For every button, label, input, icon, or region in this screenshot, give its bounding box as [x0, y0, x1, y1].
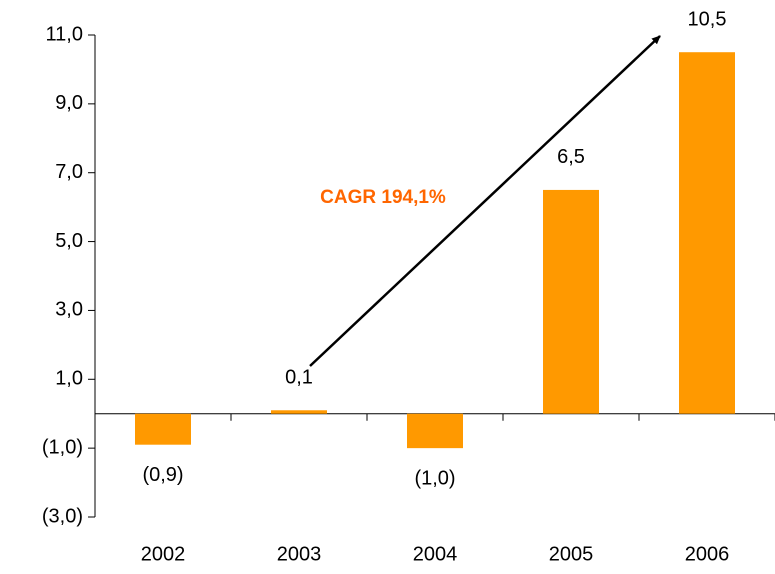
- cagr-annotation: CAGR 194,1%: [320, 187, 446, 208]
- y-tick-label: 7,0: [55, 161, 83, 183]
- bar: [271, 410, 327, 414]
- x-tick-label: 2006: [685, 543, 730, 565]
- y-tick-label: 11,0: [46, 23, 83, 45]
- y-tick-label: 5,0: [55, 230, 83, 252]
- y-tick-label: 1,0: [55, 368, 83, 390]
- x-tick-label: 2004: [413, 543, 458, 565]
- y-tick-label: (3,0): [42, 505, 83, 527]
- y-tick-label: 3,0: [55, 299, 83, 321]
- bar: [679, 52, 735, 414]
- bar: [543, 189, 599, 414]
- value-label: (0,9): [142, 464, 183, 486]
- bar: [135, 413, 191, 445]
- bar: [407, 413, 463, 449]
- value-label: 10,5: [688, 8, 727, 30]
- value-label: 6,5: [557, 146, 585, 168]
- value-label: (1,0): [414, 467, 455, 489]
- y-tick-label: (1,0): [42, 436, 83, 458]
- x-tick-label: 2002: [141, 543, 186, 565]
- growth-arrow: [309, 35, 661, 367]
- value-label: 0,1: [285, 367, 313, 389]
- x-tick-label: 2005: [549, 543, 594, 565]
- y-tick-label: 9,0: [55, 92, 83, 114]
- x-tick-label: 2003: [277, 543, 322, 565]
